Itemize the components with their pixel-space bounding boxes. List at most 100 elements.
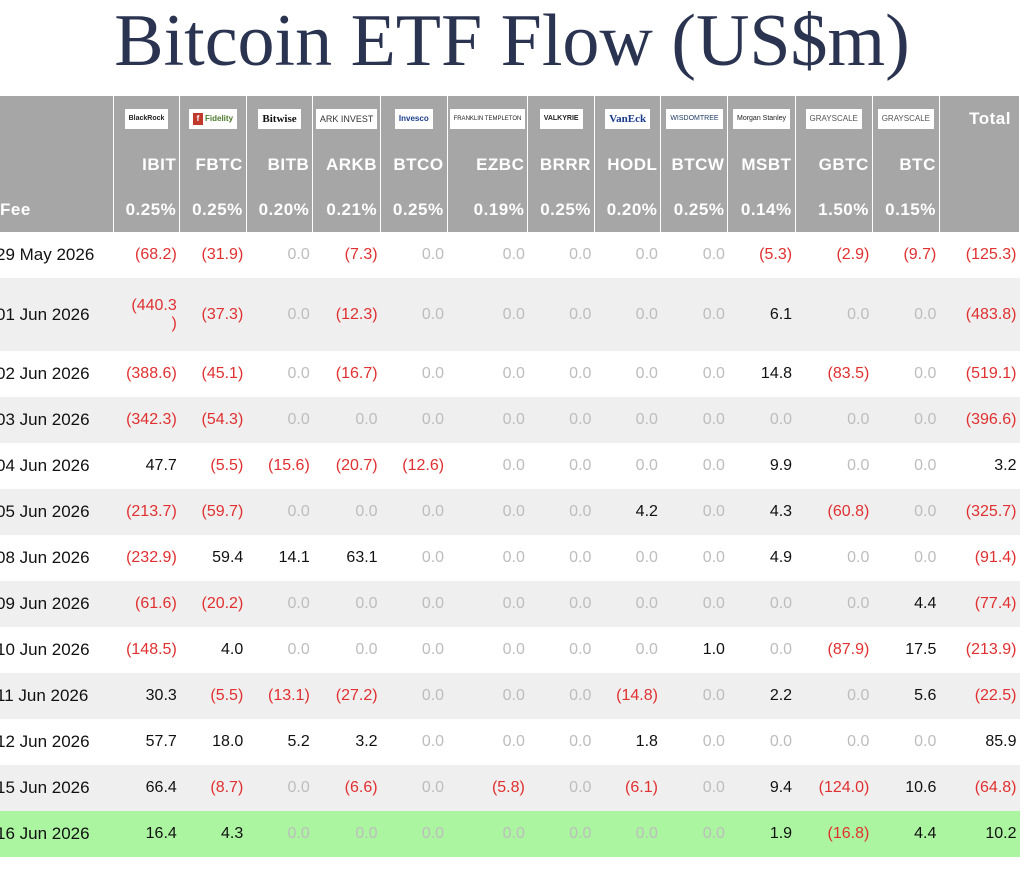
issuer-header-cell: Morgan Stanley — [727, 96, 796, 142]
flow-cell: 0.0 — [594, 351, 661, 397]
flow-cell: (342.3) — [113, 397, 180, 443]
total-cell: 85.9 — [939, 719, 1020, 765]
flow-cell: 0.0 — [660, 673, 728, 719]
flow-cell: 0.0 — [594, 627, 661, 673]
date-cell: 03 Jun 2026 — [0, 397, 114, 443]
invesco-logo: Invesco — [394, 109, 433, 130]
flow-cell: 0.0 — [246, 765, 313, 811]
flow-cell: 0.0 — [380, 627, 448, 673]
total-cell: (91.4) — [939, 535, 1020, 581]
date-cell: 01 Jun 2026 — [0, 278, 114, 351]
fee-cell: 0.25% — [113, 188, 181, 232]
flow-cell: 9.9 — [727, 443, 796, 489]
flow-cell: 9.4 — [727, 765, 796, 811]
date-cell: 10 Jun 2026 — [0, 627, 114, 673]
flow-cell: 16.4 — [113, 811, 180, 857]
ticker-header: EZBC — [447, 142, 529, 188]
total-cell: (64.8) — [939, 765, 1020, 811]
total-cell: 10.2 — [939, 811, 1020, 857]
header-blank — [939, 188, 1021, 232]
flow-cell: 63.1 — [312, 535, 381, 581]
ticker-header: HODL — [594, 142, 662, 188]
flow-cell: (14.8) — [594, 673, 661, 719]
etf-flow-table: BlackRock f Fidelity Bitwise ARK INVEST Inves… — [0, 96, 1021, 857]
ticker-header: BTC — [872, 142, 940, 188]
date-cell: 04 Jun 2026 — [0, 443, 114, 489]
flow-cell: 0.0 — [447, 811, 528, 857]
flow-cell: (60.8) — [795, 489, 873, 535]
ticker-header: BRRR — [527, 142, 595, 188]
table-row: 01 Jun 2026 (440.3) (37.3) 0.0 (12.3) 0.0 0.0 0… — [0, 278, 1020, 351]
flow-cell: 2.2 — [727, 673, 796, 719]
issuer-header-cell: VALKYRIE — [527, 96, 595, 142]
issuer-header-cell: Invesco — [380, 96, 448, 142]
flow-cell: 0.0 — [246, 278, 313, 351]
issuer-header-cell: f Fidelity — [179, 96, 247, 142]
issuer-header-cell: BlackRock — [113, 96, 181, 142]
flow-cell: 0.0 — [447, 351, 528, 397]
flow-cell: 1.8 — [594, 719, 661, 765]
fee-cell: 0.25% — [179, 188, 247, 232]
flow-cell: (13.1) — [246, 673, 313, 719]
table-row: 16 Jun 2026 16.4 4.3 0.0 0.0 0.0 0.0 0.0 0.0 0.0 1… — [0, 811, 1020, 857]
flow-cell: 0.0 — [660, 397, 728, 443]
fee-cell: 0.25% — [527, 188, 595, 232]
flow-cell: (27.2) — [312, 673, 381, 719]
total-header: Total — [939, 96, 1021, 142]
flow-cell: 0.0 — [660, 535, 728, 581]
total-cell: (213.9) — [939, 627, 1020, 673]
flow-cell: 4.3 — [179, 811, 247, 857]
flow-cell: 0.0 — [660, 581, 728, 627]
flow-cell: (20.7) — [312, 443, 381, 489]
ticker-header: FBTC — [179, 142, 247, 188]
bitwise-logo: Bitwise — [258, 109, 301, 130]
issuer-header-cell: FRANKLIN TEMPLETON — [447, 96, 529, 142]
flow-cell: 4.4 — [872, 811, 940, 857]
flow-cell: 0.0 — [660, 489, 728, 535]
flow-cell: 0.0 — [380, 351, 448, 397]
flow-cell: 0.0 — [447, 278, 528, 351]
flow-cell: 0.0 — [246, 232, 313, 278]
flow-cell: 0.0 — [246, 351, 313, 397]
flow-cell: 0.0 — [795, 673, 873, 719]
date-cell: 05 Jun 2026 — [0, 489, 114, 535]
flow-cell: 1.0 — [660, 627, 728, 673]
flow-cell: 0.0 — [380, 765, 448, 811]
flow-cell: 5.6 — [872, 673, 940, 719]
flow-cell: 0.0 — [594, 581, 661, 627]
flow-cell: 0.0 — [527, 232, 595, 278]
fee-label: Fee — [0, 188, 114, 232]
issuer-header-cell: VanEck — [594, 96, 662, 142]
flow-cell-text: (440.3 — [131, 296, 177, 314]
flow-cell: 0.0 — [246, 489, 313, 535]
issuer-header-cell: GRAYSCALE — [795, 96, 873, 142]
date-cell: 09 Jun 2026 — [0, 581, 114, 627]
flow-cell: 0.0 — [727, 397, 796, 443]
flow-cell: 0.0 — [527, 397, 595, 443]
flow-cell: 66.4 — [113, 765, 180, 811]
flow-cell: (5.5) — [179, 443, 247, 489]
valkyrie-logo: VALKYRIE — [539, 109, 583, 130]
flow-cell: (6.1) — [594, 765, 661, 811]
blackrock-logo: BlackRock — [124, 109, 169, 130]
flow-cell: 0.0 — [527, 489, 595, 535]
flow-cell: 0.0 — [447, 719, 528, 765]
total-cell: (325.7) — [939, 489, 1020, 535]
total-cell: (396.6) — [939, 397, 1020, 443]
flow-cell: (59.7) — [179, 489, 247, 535]
flow-cell: 0.0 — [872, 351, 940, 397]
flow-cell: 14.8 — [727, 351, 796, 397]
flow-cell: 0.0 — [660, 719, 728, 765]
flow-cell: 0.0 — [246, 627, 313, 673]
flow-cell: 0.0 — [660, 351, 728, 397]
flow-cell: 0.0 — [795, 278, 873, 351]
issuer-logo-text: Fidelity — [205, 114, 234, 124]
flow-cell: (87.9) — [795, 627, 873, 673]
flow-cell: 4.2 — [594, 489, 661, 535]
flow-cell: 0.0 — [872, 278, 940, 351]
table-row: 12 Jun 2026 57.7 18.0 5.2 3.2 0.0 0.0 0.0 1.8 0.0… — [0, 719, 1020, 765]
flow-cell: 0.0 — [795, 719, 873, 765]
date-cell: 08 Jun 2026 — [0, 535, 114, 581]
flow-cell: (12.6) — [380, 443, 448, 489]
flow-cell: (83.5) — [795, 351, 873, 397]
